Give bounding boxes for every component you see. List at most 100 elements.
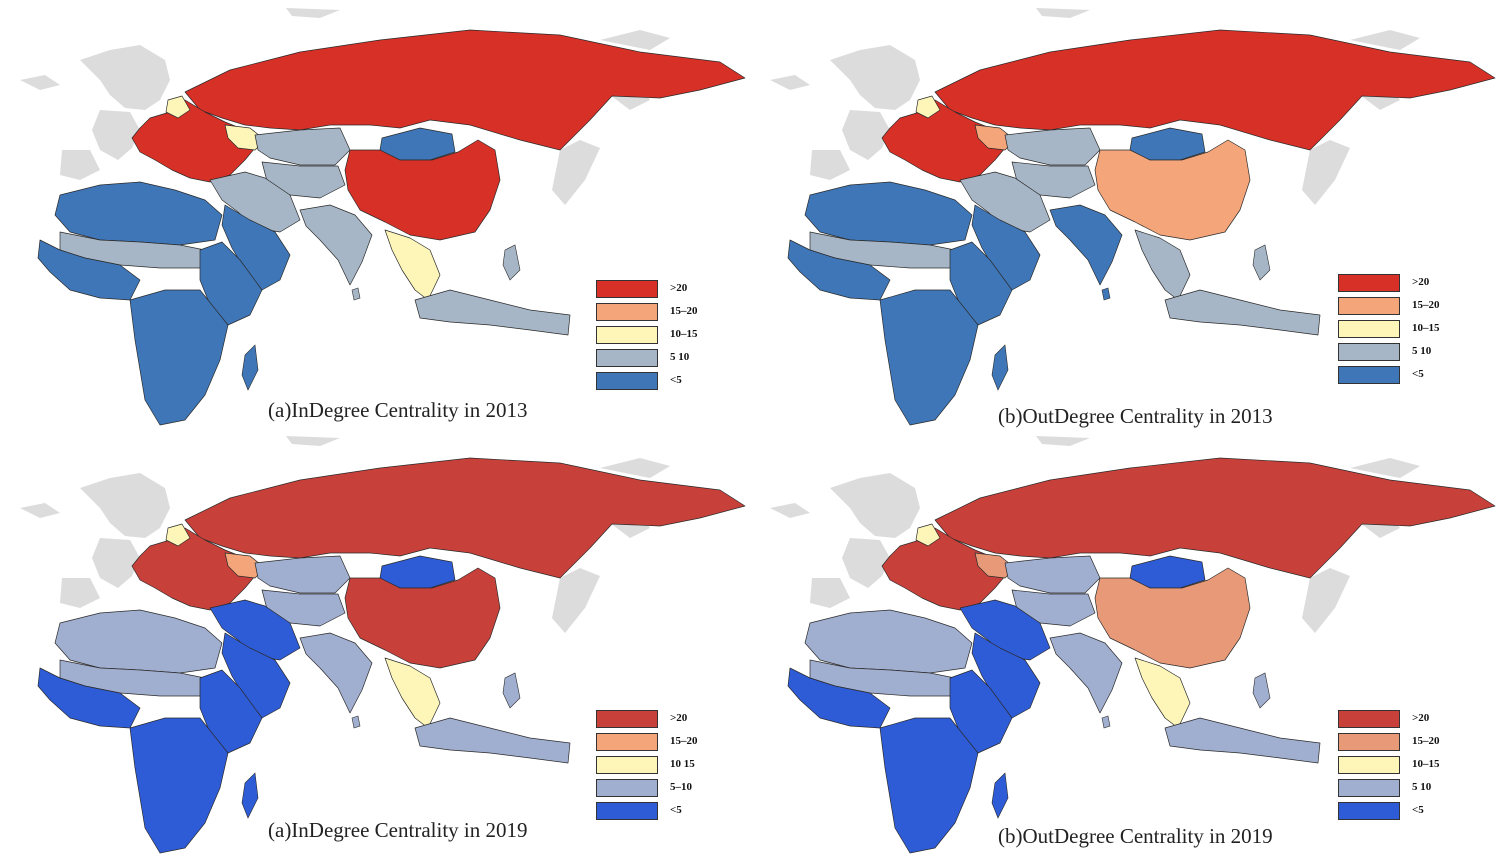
region-north-africa [54, 181, 223, 246]
region-russia [934, 29, 1496, 151]
island-0 [991, 772, 1009, 819]
region-kazakh [254, 555, 351, 594]
region-russia [184, 457, 746, 579]
non-member-land-0 [20, 75, 60, 90]
non-member-land-2 [92, 538, 140, 588]
region-russia [184, 29, 746, 151]
legend-label: 5 10 [1412, 345, 1432, 357]
choropleth-map [770, 436, 1496, 854]
region-turkey-iran [959, 599, 1051, 661]
region-china [1094, 567, 1251, 669]
legend-swatch [596, 779, 658, 797]
region-se-asia [384, 229, 441, 301]
map-caption: (b)OutDegree Centrality in 2013 [998, 404, 1273, 428]
legend-item: 5 10 [1338, 343, 1478, 363]
region-baltic [165, 523, 191, 547]
legend-item: 10–15 [1338, 320, 1478, 340]
legend-label: 10–15 [1412, 322, 1440, 334]
legend-swatch [596, 802, 658, 820]
legend-label: 5 10 [670, 351, 690, 363]
region-southern-africa [879, 289, 979, 426]
region-east-africa [949, 669, 1013, 754]
island-0 [241, 344, 259, 391]
island-2 [1252, 672, 1271, 709]
island-1 [351, 287, 361, 301]
region-ukraine [224, 552, 266, 579]
region-arabia [971, 204, 1041, 291]
legend-item: <5 [1338, 802, 1478, 822]
legend-swatch [1338, 710, 1400, 728]
legend-item: <5 [1338, 366, 1478, 386]
legend-item: 5 10 [1338, 779, 1478, 799]
legend-label: 10–15 [670, 328, 698, 340]
region-turkey-iran [959, 171, 1051, 233]
legend-item: 5 10 [596, 349, 736, 369]
non-member-land-4 [1350, 30, 1420, 50]
non-member-land-2 [842, 538, 890, 588]
legend-label: <5 [1412, 804, 1424, 816]
island-2 [1252, 244, 1271, 281]
region-china [344, 139, 501, 241]
legend-label: 10–15 [1412, 758, 1440, 770]
legend-swatch [1338, 733, 1400, 751]
region-india [299, 204, 373, 286]
region-mongolia [379, 555, 456, 589]
legend-label: 5–10 [670, 781, 692, 793]
legend-item: 15–20 [596, 733, 736, 753]
region-arabia [971, 632, 1041, 719]
island-2 [502, 244, 521, 281]
region-arabia [221, 204, 291, 291]
map-panel-indegree-2019: >20 15–20 10 15 5–10 <5 (a)InDegree Centrali… [0, 428, 750, 856]
region-mongolia [379, 127, 456, 161]
region-north-africa [804, 609, 973, 674]
choropleth-map [770, 8, 1496, 426]
region-north-africa [804, 181, 973, 246]
region-southern-africa [879, 717, 979, 854]
non-member-land-9 [1036, 8, 1090, 18]
legend-swatch [1338, 802, 1400, 820]
region-kazakh [1004, 127, 1101, 166]
island-1 [1101, 715, 1111, 729]
legend-item: >20 [1338, 274, 1478, 294]
non-member-land-5 [1302, 140, 1350, 205]
non-member-land-2 [92, 110, 140, 160]
legend-swatch [1338, 779, 1400, 797]
legend-label: 5 10 [1412, 781, 1432, 793]
non-member-land-3 [60, 150, 100, 180]
non-member-land-2 [842, 110, 890, 160]
region-se-asia [384, 657, 441, 729]
region-east-africa [199, 241, 263, 326]
region-india [1049, 632, 1123, 714]
non-member-land-3 [810, 150, 850, 180]
region-india [299, 632, 373, 714]
non-member-land-9 [1036, 436, 1090, 446]
region-baltic [915, 523, 941, 547]
legend-label: 15–20 [1412, 299, 1440, 311]
legend-item: >20 [596, 710, 736, 730]
legend-swatch [596, 372, 658, 390]
legend-swatch [1338, 320, 1400, 338]
legend-item: >20 [1338, 710, 1478, 730]
legend-item: 15–20 [596, 303, 736, 323]
region-southern-africa [129, 289, 229, 426]
region-north-africa [54, 609, 223, 674]
non-member-land-0 [770, 503, 810, 518]
region-europe [881, 527, 1011, 611]
map-caption: (b)OutDegree Centrality in 2019 [998, 824, 1273, 848]
non-member-land-1 [80, 473, 170, 538]
map-panel-outdegree-2019: >20 15–20 10–15 5 10 <5 (b)OutDegree Central… [750, 428, 1500, 856]
legend-swatch [1338, 297, 1400, 315]
region-indonesia [1164, 289, 1321, 336]
non-member-land-1 [830, 473, 920, 538]
legend-item: 10–15 [1338, 756, 1478, 776]
non-member-land-0 [20, 503, 60, 518]
legend-swatch [1338, 343, 1400, 361]
non-member-land-0 [770, 75, 810, 90]
island-1 [1101, 287, 1111, 301]
region-indonesia [1164, 717, 1321, 764]
non-member-land-4 [600, 458, 670, 478]
map-panel-outdegree-2013: >20 15–20 10–15 5 10 <5 (b)OutDegree Central… [750, 0, 1500, 428]
map-caption: (a)InDegree Centrality in 2013 [268, 398, 528, 422]
island-0 [241, 772, 259, 819]
region-russia [934, 457, 1496, 579]
